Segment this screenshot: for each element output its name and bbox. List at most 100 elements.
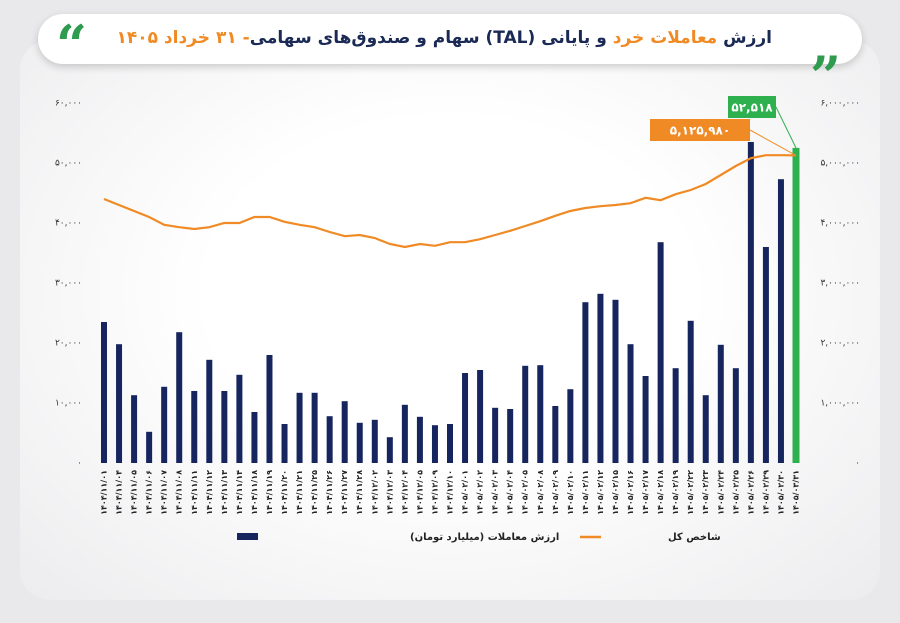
bar	[101, 322, 107, 463]
x-tick-label: ۱۴۰۴/۱۱/۱۹	[265, 470, 274, 515]
x-tick-label: ۱۴۰۴/۱۲/۰۲	[370, 470, 379, 515]
bar	[657, 242, 664, 463]
x-tick-label: ۱۴۰۴/۱۱/۲۸	[355, 470, 364, 515]
y2-tick-label: ۶,۰۰۰,۰۰۰	[820, 99, 860, 109]
y-tick-label: ۰	[77, 459, 82, 469]
quote-icon: „	[810, 13, 842, 77]
x-tick-label: ۱۴۰۴/۱۲/۰۹	[430, 470, 439, 515]
value-label: ۵۲,۵۱۸	[731, 101, 773, 115]
title-banner: “ „ ارزش معاملات خرد و پایانی (TAL) سهام…	[38, 14, 862, 72]
title-part: و پایانی (TAL) سهام و صندوق‌های سهامی	[249, 28, 613, 48]
x-tick-label: ۱۴۰۴/۱۲/۰۳	[385, 470, 394, 515]
x-tick-label: ۱۴۰۴/۱۱/۰۸	[175, 470, 184, 515]
bar	[146, 431, 153, 463]
x-tick-label: ۱۴۰۵/۰۲/۲۹	[761, 470, 770, 515]
x-tick-label: ۱۴۰۵/۰۲/۲۵	[731, 470, 740, 515]
bar	[356, 422, 363, 463]
bar	[251, 412, 258, 463]
y-tick-label: ۱۰,۰۰۰	[55, 399, 82, 409]
y2-tick-label: ۰	[855, 459, 860, 469]
y2-tick-label: ۱,۰۰۰,۰۰۰	[820, 399, 860, 409]
y-tick-label: ۳۰,۰۰۰	[55, 279, 82, 289]
label-connector	[749, 129, 797, 156]
x-tick-label: ۱۴۰۵/۰۲/۱۸	[656, 470, 665, 515]
x-tick-label: ۱۴۰۵/۰۲/۱۷	[641, 470, 650, 515]
index-line	[103, 154, 797, 249]
x-tick-label: ۱۴۰۵/۰۲/۱۱	[581, 470, 590, 515]
bar	[687, 320, 694, 463]
bar	[371, 419, 378, 463]
bar	[612, 299, 619, 463]
bar	[642, 376, 649, 463]
x-tick-label: ۱۴۰۵/۰۲/۱۶	[626, 470, 635, 515]
bar	[266, 355, 273, 463]
x-tick-label: ۱۴۰۴/۱۱/۲۷	[340, 470, 349, 515]
x-tick-label: ۱۴۰۵/۰۲/۰۱	[461, 470, 470, 515]
y-tick-label: ۴۰,۰۰۰	[55, 219, 82, 229]
bar	[747, 142, 754, 463]
legend-label: ارزش معاملات (میلیارد تومان)	[410, 532, 559, 543]
title-part: ارزش	[717, 28, 772, 48]
bar	[702, 395, 709, 463]
bar	[416, 416, 423, 463]
bar	[311, 392, 318, 463]
x-tick-label: ۱۴۰۵/۰۳/۳۱	[792, 470, 801, 515]
x-tick-label: ۱۴۰۴/۱۱/۲۱	[295, 470, 304, 515]
y2-tick-label: ۳,۰۰۰,۰۰۰	[820, 279, 860, 289]
x-tick-label: ۱۴۰۴/۱۱/۱۸	[250, 470, 259, 515]
bar	[567, 389, 574, 463]
bar	[492, 407, 499, 463]
bar	[281, 424, 288, 463]
bar	[462, 373, 469, 463]
x-tick-label: ۱۴۰۵/۰۲/۱۵	[611, 470, 620, 515]
bar	[777, 179, 784, 463]
x-tick-label: ۱۴۰۵/۰۲/۲۴	[716, 470, 725, 515]
x-tick-label: ۱۴۰۵/۰۲/۰۳	[491, 470, 500, 515]
bar	[131, 395, 138, 463]
x-tick-label: ۱۴۰۴/۱۲/۰۴	[400, 470, 409, 515]
x-tick-label: ۱۴۰۴/۱۱/۰۴	[115, 470, 124, 515]
x-tick-label: ۱۴۰۵/۰۲/۲۶	[746, 470, 755, 515]
bar	[762, 247, 769, 463]
x-tick-label: ۱۴۰۵/۰۲/۰۴	[506, 470, 515, 515]
x-tick-label: ۱۴۰۴/۱۱/۱۳	[220, 470, 229, 515]
bar	[792, 147, 800, 463]
bar	[537, 365, 544, 463]
x-tick-label: ۱۴۰۵/۰۲/۰۲	[476, 470, 485, 515]
bar	[326, 416, 333, 463]
bar	[447, 424, 453, 463]
x-tick-label: ۱۴۰۵/۰۲/۲۳	[701, 470, 710, 515]
bar	[401, 404, 408, 463]
bar	[477, 370, 484, 463]
value-label-box	[728, 96, 776, 118]
x-tick-label: ۱۴۰۵/۰۲/۲۲	[686, 470, 695, 515]
x-tick-label: ۱۴۰۴/۱۱/۲۶	[325, 470, 334, 515]
chart-title: ارزش معاملات خرد و پایانی (TAL) سهام و ص…	[116, 28, 772, 48]
x-tick-label: ۱۴۰۵/۰۲/۰۹	[551, 470, 560, 515]
bar	[552, 406, 559, 463]
bar	[732, 368, 739, 463]
bar	[236, 374, 243, 463]
bar	[582, 302, 589, 463]
bar	[341, 401, 348, 463]
x-tick-label: ۱۴۰۴/۱۱/۱۱	[190, 470, 199, 515]
bar	[161, 386, 168, 463]
x-tick-label: ۱۴۰۵/۰۲/۳۰	[776, 470, 785, 515]
y-tick-label: ۵۰,۰۰۰	[55, 159, 82, 169]
y2-tick-label: ۵,۰۰۰,۰۰۰	[820, 159, 860, 169]
bar	[717, 344, 724, 463]
y2-tick-label: ۴,۰۰۰,۰۰۰	[820, 219, 860, 229]
value-label: ۵,۱۲۵,۹۸۰	[670, 124, 730, 138]
label-connector	[775, 106, 797, 149]
bar	[597, 293, 604, 463]
title-part: معاملات خرد	[612, 28, 718, 48]
bar	[191, 391, 198, 463]
bar	[116, 344, 123, 463]
bar	[672, 368, 679, 463]
title-part: - ۳۱ خرداد ۱۴۰۵	[116, 28, 250, 48]
x-tick-label: ۱۴۰۴/۱۱/۲۵	[310, 470, 319, 515]
x-tick-label: ۱۴۰۵/۰۲/۱۹	[671, 470, 680, 515]
bar	[627, 344, 634, 463]
